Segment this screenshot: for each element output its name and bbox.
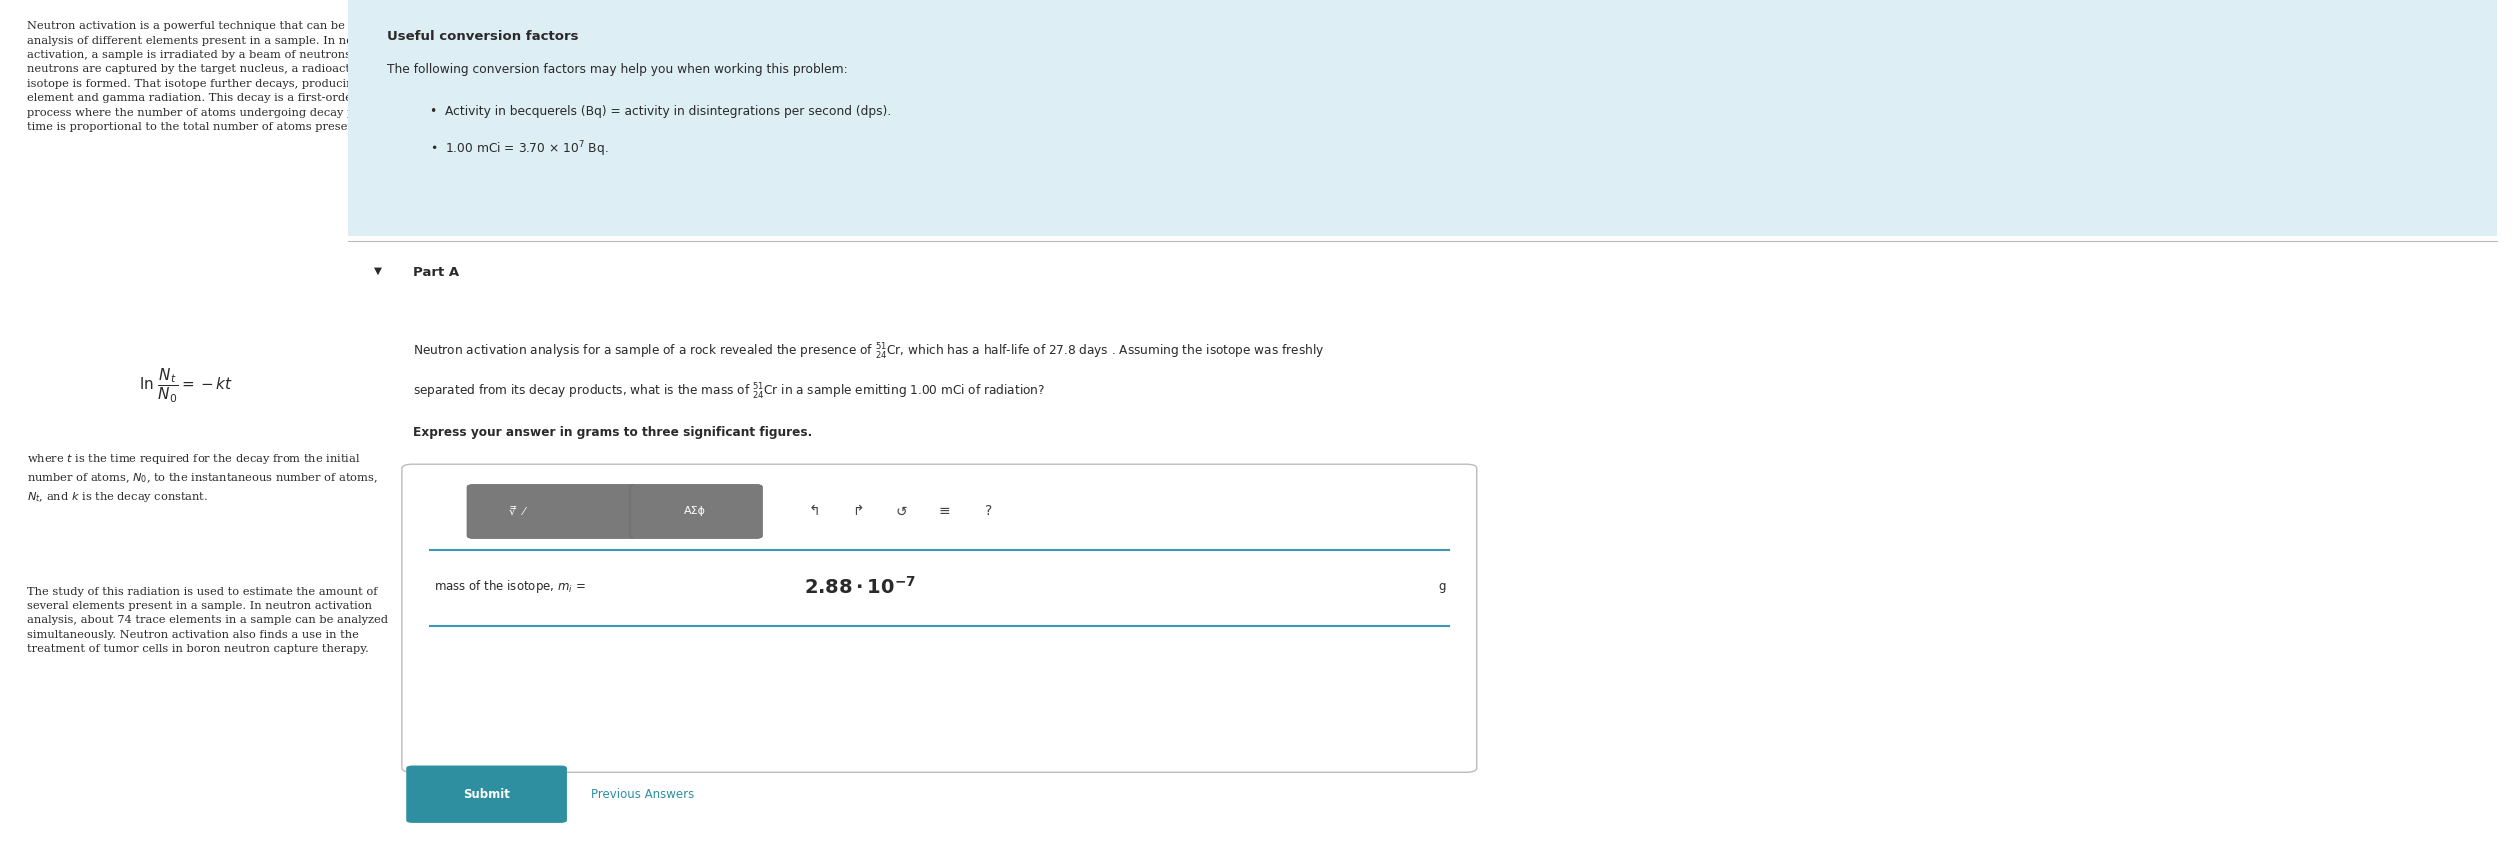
Text: Neutron activation is a powerful technique that can be used for
analysis of diff: Neutron activation is a powerful techniq…: [28, 21, 395, 132]
Text: g: g: [1438, 580, 1446, 593]
Text: Useful conversion factors: Useful conversion factors: [388, 30, 579, 42]
Text: •  Activity in becquerels (Bq) = activity in disintegrations per second (dps).: • Activity in becquerels (Bq) = activity…: [431, 106, 892, 118]
FancyBboxPatch shape: [348, 0, 2496, 236]
FancyBboxPatch shape: [466, 484, 637, 538]
Text: where $t$ is the time required for the decay from the initial
number of atoms, $: where $t$ is the time required for the d…: [28, 452, 378, 504]
Text: ↱: ↱: [851, 505, 864, 518]
Text: separated from its decay products, what is the mass of $^{51}_{24}$Cr in a sampl: separated from its decay products, what …: [413, 381, 1045, 402]
Text: ↰: ↰: [809, 505, 821, 518]
Text: •  1.00 mCi = 3.70 × 10$^7$ Bq.: • 1.00 mCi = 3.70 × 10$^7$ Bq.: [431, 139, 610, 159]
FancyBboxPatch shape: [630, 484, 763, 538]
FancyBboxPatch shape: [403, 464, 1476, 772]
Text: mass of the isotope, $m_i$ =: mass of the isotope, $m_i$ =: [433, 578, 587, 595]
Text: Neutron activation analysis for a sample of a rock revealed the presence of $^{5: Neutron activation analysis for a sample…: [413, 342, 1325, 362]
Text: The following conversion factors may help you when working this problem:: The following conversion factors may hel…: [388, 63, 846, 76]
Text: ?: ?: [985, 505, 992, 518]
Text: ▶  View Available Hint(s): ▶ View Available Hint(s): [413, 468, 562, 481]
Text: AΣϕ: AΣϕ: [685, 506, 705, 517]
FancyBboxPatch shape: [406, 766, 567, 823]
Text: Part A: Part A: [413, 266, 458, 279]
Text: Previous Answers: Previous Answers: [592, 787, 695, 801]
Text: Express your answer in grams to three significant figures.: Express your answer in grams to three si…: [413, 426, 811, 439]
Text: √̿  ⁄: √̿ ⁄: [509, 506, 524, 517]
Text: ↺: ↺: [897, 505, 907, 518]
Text: $\mathbf{2.88 \bullet 10^{-7}}$: $\mathbf{2.88 \bullet 10^{-7}}$: [804, 576, 914, 598]
Text: ≡: ≡: [940, 505, 950, 518]
Text: $\ln\,\dfrac{N_t}{N_0} = -kt$: $\ln\,\dfrac{N_t}{N_0} = -kt$: [139, 367, 232, 405]
Text: Submit: Submit: [463, 787, 509, 801]
Text: The study of this radiation is used to estimate the amount of
several elements p: The study of this radiation is used to e…: [28, 587, 388, 654]
Text: ▼: ▼: [373, 266, 383, 276]
